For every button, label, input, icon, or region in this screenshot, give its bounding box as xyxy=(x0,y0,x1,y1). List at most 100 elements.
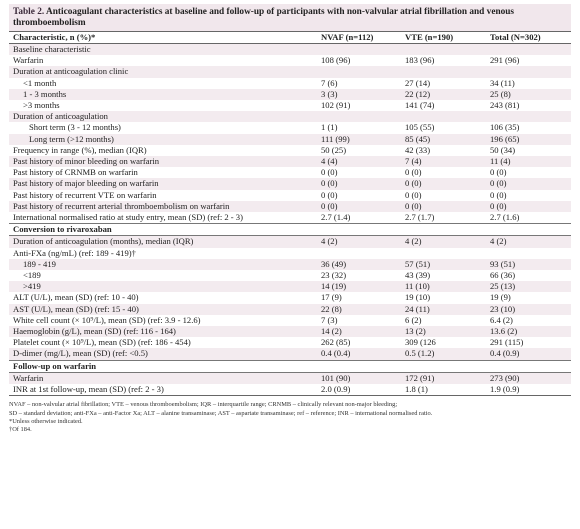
cell-nvaf: 101 (90) xyxy=(317,372,401,385)
row-label: <1 month xyxy=(23,77,57,88)
cell-nvaf: 0 (0) xyxy=(317,200,401,213)
row-label: Duration at anticoagulation clinic xyxy=(9,66,317,78)
cell-nvaf: 17 (9) xyxy=(321,292,342,303)
cell-vte: 57 (51) xyxy=(401,258,486,271)
footnote-of: †Of 184. xyxy=(9,425,32,433)
row-label: 1 - 3 months xyxy=(9,88,317,101)
cell-total: 66 (36) xyxy=(490,270,516,281)
cell-nvaf: 50 (25) xyxy=(321,144,347,155)
table-row: Platelet count (× 10⁹/L), mean (SD) (ref… xyxy=(9,337,571,348)
cell-total: 34 (11) xyxy=(490,77,515,88)
table-row: Past history of recurrent VTE on warfari… xyxy=(9,190,571,201)
cell-total: 93 (51) xyxy=(486,258,571,271)
row-label: Conversion to rivaroxaban xyxy=(9,223,317,237)
cell-nvaf: 0.4 (0.4) xyxy=(317,348,401,361)
cell-vte xyxy=(401,248,486,259)
header-nvaf: NVAF (n=112) xyxy=(321,32,374,42)
header-row: Characteristic, n (%)* NVAF (n=112) VTE … xyxy=(9,31,571,44)
cell-vte: 43 (39) xyxy=(405,270,431,281)
table-caption: Table 2. Anticoagulant characteristics a… xyxy=(9,4,571,31)
cell-total: 4 (2) xyxy=(486,235,571,248)
footnote-unless: *Unless otherwise indicated. xyxy=(9,417,83,425)
cell-nvaf xyxy=(317,359,401,373)
table-row: Duration at anticoagulation clinic xyxy=(9,66,571,78)
cell-total: 13.6 (2) xyxy=(486,326,571,338)
cell-vte: 0 (0) xyxy=(405,167,422,178)
cell-nvaf: 23 (32) xyxy=(321,270,347,281)
cell-total xyxy=(486,66,571,78)
cell-vte: 141 (74) xyxy=(405,100,435,111)
cell-vte xyxy=(401,359,486,373)
row-label: Follow-up on warfarin xyxy=(9,359,317,373)
cell-total: 0 (0) xyxy=(490,167,507,178)
table-row: <1 month 7 (6) 27 (14) 34 (11) xyxy=(9,78,571,89)
cell-vte: 13 (2) xyxy=(401,326,486,338)
row-label: Warfarin xyxy=(13,55,44,66)
table-row: INR at 1st follow-up, mean (SD) (ref: 2 … xyxy=(9,384,571,397)
cell-vte: 4 (2) xyxy=(401,235,486,248)
table-row: >419 14 (19) 11 (10) 25 (13) xyxy=(9,281,571,293)
cell-total: 25 (13) xyxy=(486,281,571,293)
row-label: >419 xyxy=(9,281,317,293)
row-label: Duration of anticoagulation xyxy=(9,111,317,123)
header-vte: VTE (n=190) xyxy=(405,32,454,42)
row-label: Duration of anticoagulation (months), me… xyxy=(9,235,317,248)
footnote-abbrev-1: NVAF – non-valvular atrial fibrillation;… xyxy=(9,401,398,409)
cell-nvaf: 102 (91) xyxy=(321,100,351,111)
cell-vte: 19 (10) xyxy=(405,292,431,303)
table-row: Past history of recurrent arterial throm… xyxy=(9,200,571,213)
table-container: Table 2. Anticoagulant characteristics a… xyxy=(9,4,571,434)
row-label: D-dimer (mg/L), mean (SD) (ref: <0.5) xyxy=(9,348,317,361)
row-label: Warfarin xyxy=(9,372,317,385)
table-row: Anti-FXa (ng/mL) (ref: 189 - 419)† xyxy=(9,248,571,259)
cell-nvaf: 7 (3) xyxy=(321,314,338,325)
cell-vte: 85 (45) xyxy=(401,133,486,145)
cell-vte: 183 (96) xyxy=(405,55,435,66)
cell-total: 1.9 (0.9) xyxy=(486,384,571,397)
cell-total: 19 (9) xyxy=(490,292,511,303)
table-row: >3 months 102 (91) 141 (74) 243 (81) xyxy=(9,100,571,111)
table-row: Frequency in range (%), median (IQR) 50 (… xyxy=(9,145,571,156)
row-label: Anti-FXa (ng/mL) (ref: 189 - 419)† xyxy=(13,247,136,258)
table-number: Table 2. xyxy=(13,7,45,17)
cell-total: 0 (0) xyxy=(486,200,571,213)
section-row: Follow-up on warfarin xyxy=(9,359,571,373)
cell-total: 0 (0) xyxy=(490,189,507,200)
cell-vte: 7 (4) xyxy=(401,156,486,168)
table-row: 189 - 419 36 (49) 57 (51) 93 (51) xyxy=(9,258,571,271)
row-label: International normalised ratio at study … xyxy=(13,212,243,223)
cell-vte: 24 (11) xyxy=(401,303,486,315)
cell-nvaf: 4 (2) xyxy=(317,235,401,248)
cell-total: 106 (35) xyxy=(490,122,520,133)
header-total: Total (N=302) xyxy=(490,32,541,42)
cell-vte: 0 (0) xyxy=(405,189,422,200)
cell-nvaf: 0 (0) xyxy=(317,178,401,190)
row-label: <189 xyxy=(23,270,41,281)
cell-nvaf xyxy=(317,248,401,259)
cell-nvaf: 0 (0) xyxy=(321,167,338,178)
row-label: White cell count (× 10⁹/L), mean (SD) (r… xyxy=(13,314,201,325)
table-row: AST (U/L), mean (SD) (ref: 15 - 40) 22 (8… xyxy=(9,303,571,315)
table-row: Haemoglobin (g/L), mean (SD) (ref: 116 -… xyxy=(9,326,571,338)
cell-nvaf: 108 (96) xyxy=(321,55,351,66)
table-row: Past history of major bleeding on warfar… xyxy=(9,178,571,190)
cell-vte: 309 (126 xyxy=(405,337,436,348)
row-label: Short term (3 - 12 months) xyxy=(29,122,121,133)
table-row: White cell count (× 10⁹/L), mean (SD) (r… xyxy=(9,315,571,326)
row-label: Frequency in range (%), median (IQR) xyxy=(13,144,147,155)
row-label: Baseline characteristic xyxy=(9,43,317,56)
cell-vte: 6 (2) xyxy=(405,314,422,325)
cell-nvaf: 0 (0) xyxy=(321,189,338,200)
cell-nvaf: 36 (49) xyxy=(317,258,401,271)
cell-vte: 1.8 (1) xyxy=(401,384,486,397)
cell-nvaf: 111 (99) xyxy=(317,133,401,145)
cell-vte: 0 (0) xyxy=(401,178,486,190)
row-label: Past history of CRNMB on warfarin xyxy=(13,167,138,178)
cell-vte: 11 (10) xyxy=(401,281,486,293)
cell-total xyxy=(486,359,571,373)
cell-nvaf: 22 (8) xyxy=(317,303,401,315)
cell-total xyxy=(486,43,571,56)
cell-vte: 22 (12) xyxy=(401,88,486,101)
cell-nvaf: 14 (19) xyxy=(317,281,401,293)
cell-nvaf: 7 (6) xyxy=(321,77,338,88)
